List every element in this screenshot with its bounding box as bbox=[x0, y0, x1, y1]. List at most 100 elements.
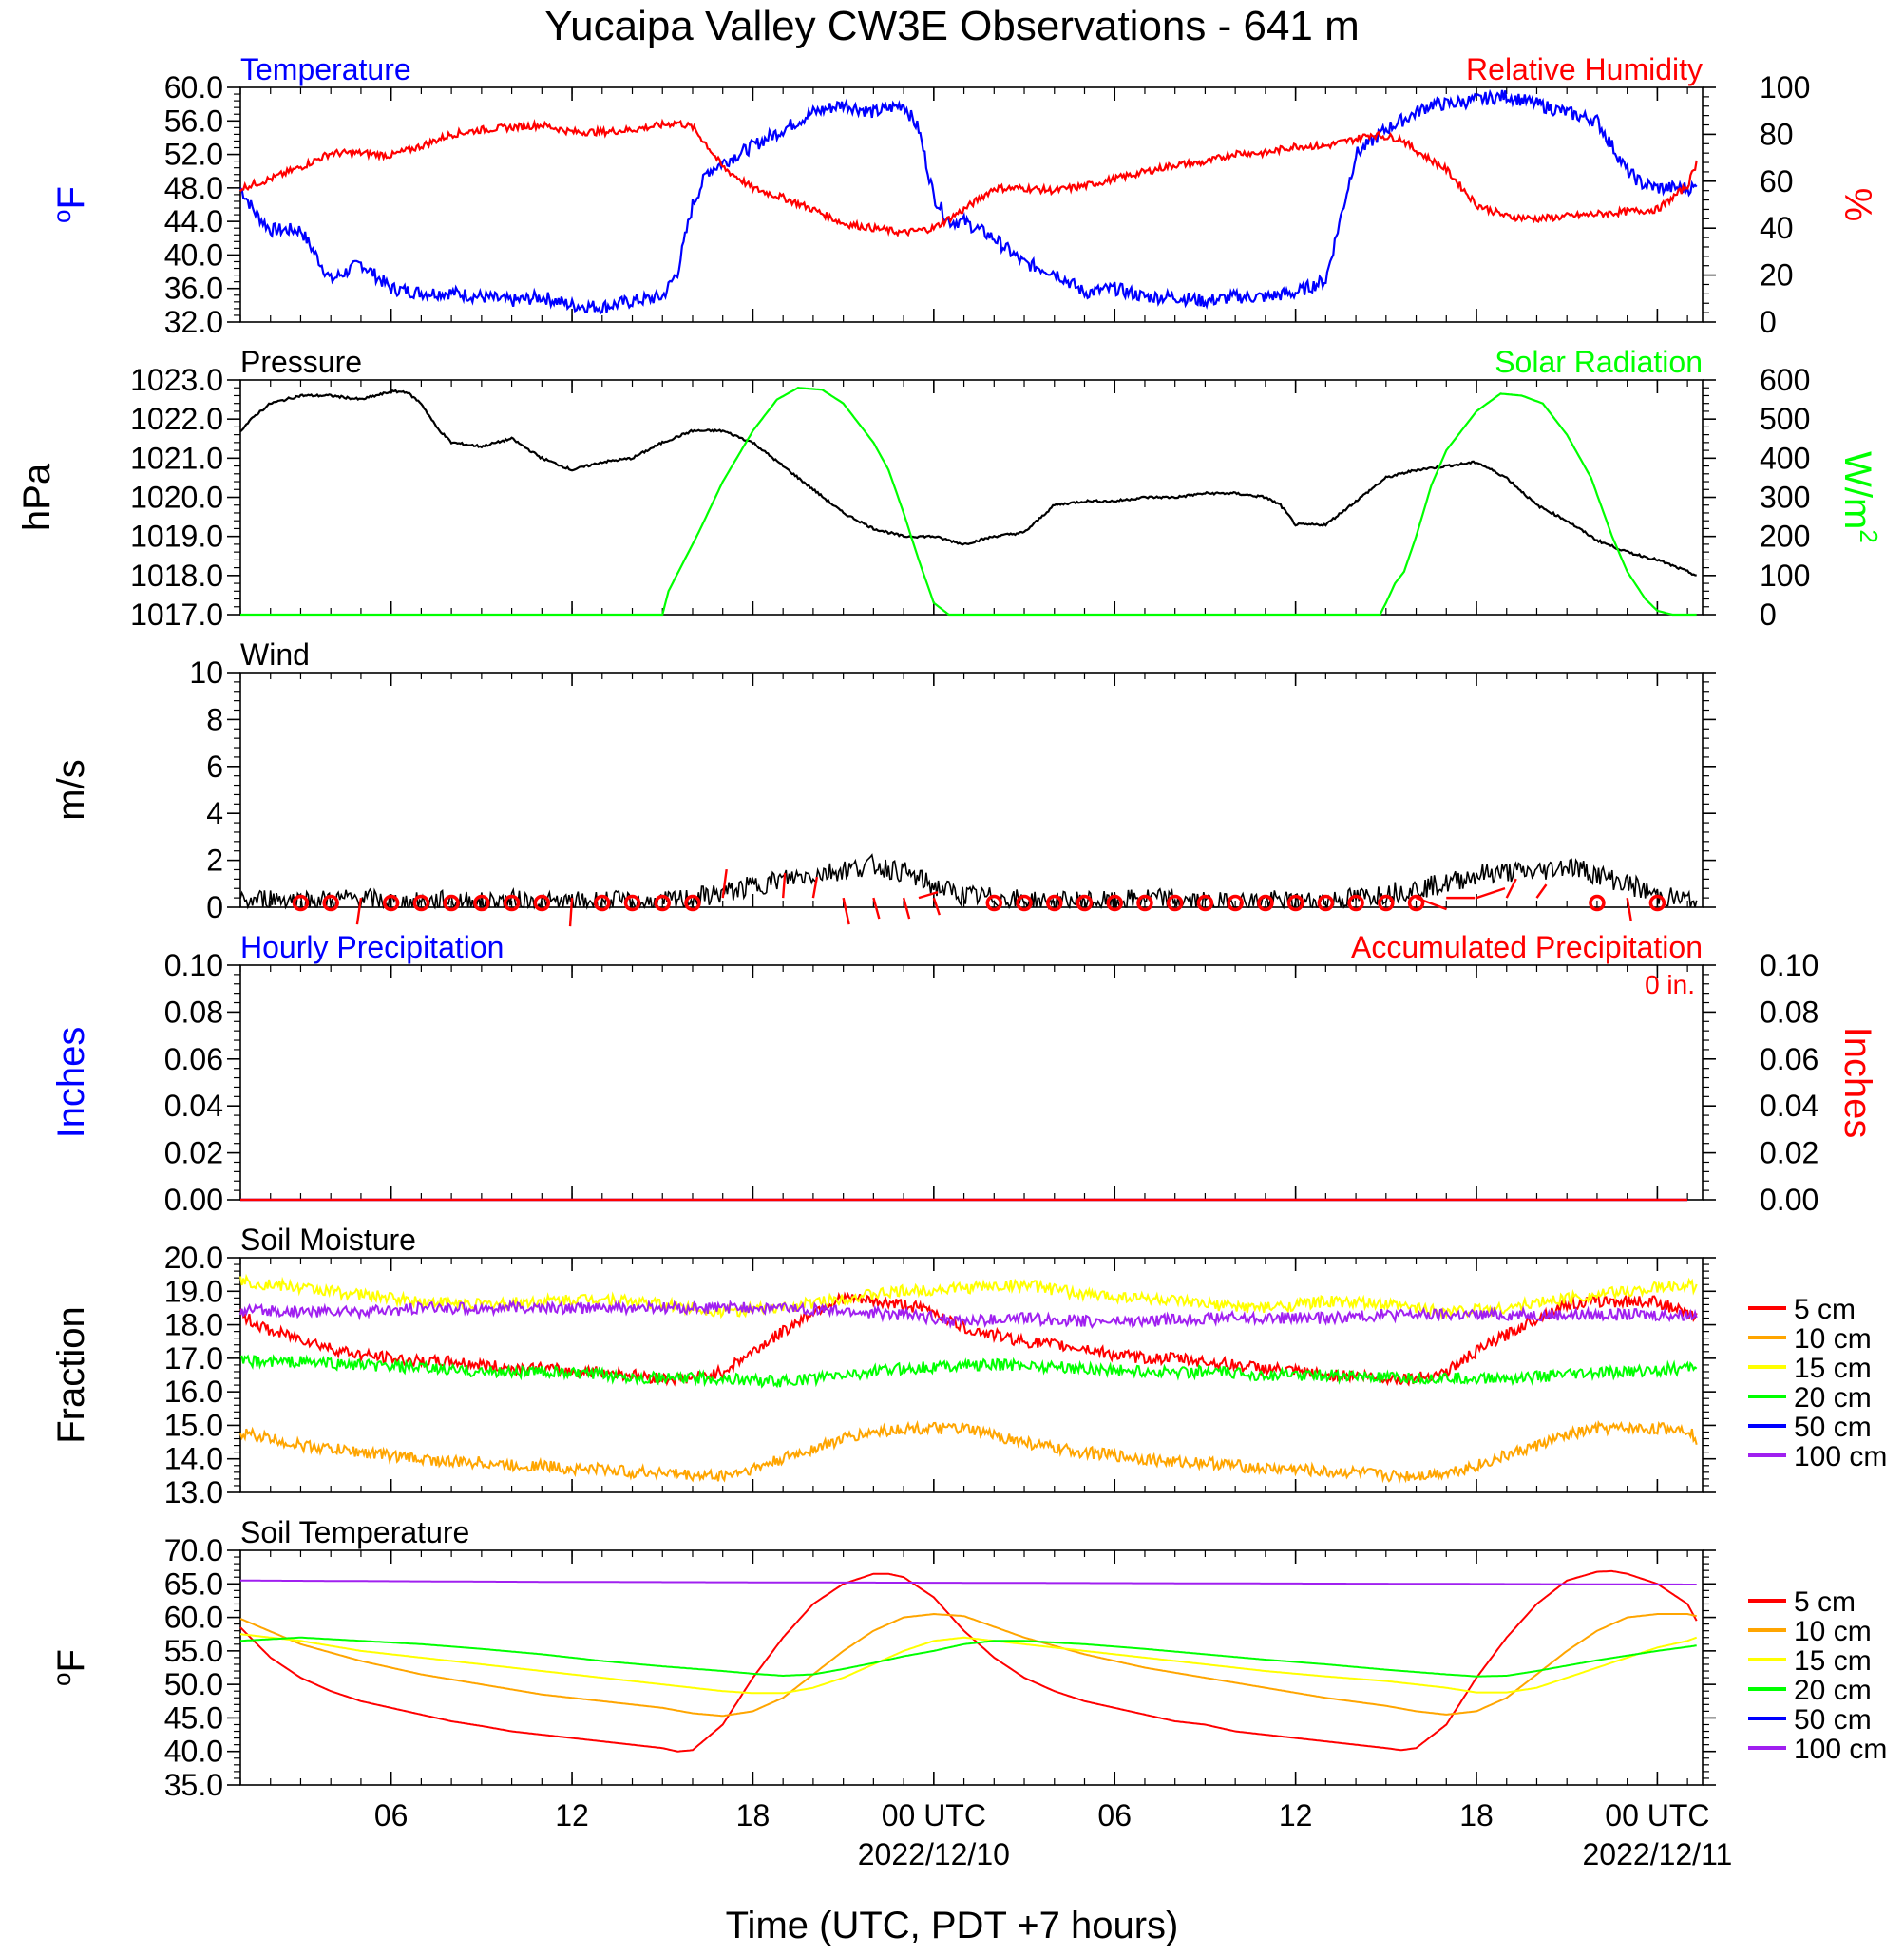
wind-barb bbox=[781, 873, 787, 899]
y-left-tick-label: 18.0 bbox=[164, 1308, 223, 1342]
y-left-tick-label: 1017.0 bbox=[130, 598, 223, 632]
panel-pressure_solar: 1017.0 1018.0 1019.0 1020.0 1021.0 1022.0 1023… bbox=[16, 345, 1883, 632]
y-left-tick-label: 0.04 bbox=[164, 1089, 223, 1123]
calm-wind-marker bbox=[1378, 894, 1395, 912]
y-left-tick-label: 10 bbox=[189, 655, 223, 690]
y-left-tick-label: 0 bbox=[206, 890, 223, 924]
x-tick-label: 12 bbox=[1279, 1798, 1313, 1832]
y-left-tick-label: 0.06 bbox=[164, 1042, 223, 1076]
y-left-tick-label: 16.0 bbox=[164, 1375, 223, 1409]
legend-label: 5 cm bbox=[1794, 1294, 1856, 1325]
panel-title-right: Accumulated Precipitation bbox=[1351, 930, 1703, 964]
y-right-label: Inches bbox=[1837, 1027, 1878, 1139]
calm-wind-marker bbox=[322, 894, 339, 912]
legend-label: 50 cm bbox=[1794, 1704, 1872, 1736]
y-left-tick-label: 1019.0 bbox=[130, 520, 223, 554]
y-right-tick-label: 500 bbox=[1760, 402, 1810, 436]
plot-frame bbox=[239, 379, 1704, 616]
y-left-label: oF bbox=[48, 186, 92, 223]
wind-barb bbox=[1416, 896, 1447, 911]
y-left-tick-label: 0.02 bbox=[164, 1136, 223, 1170]
wind-barb bbox=[1505, 878, 1517, 899]
calm-wind-marker bbox=[473, 894, 490, 912]
x-tick-label: 00 UTC bbox=[882, 1798, 986, 1832]
y-right-tick-label: 400 bbox=[1760, 441, 1810, 475]
x-tick-label: 06 bbox=[1097, 1798, 1132, 1832]
y-right-tick-label: 0.04 bbox=[1760, 1089, 1818, 1123]
y-left-tick-label: 13.0 bbox=[164, 1475, 223, 1509]
x-tick-label: 06 bbox=[374, 1798, 409, 1832]
y-left-label: Fraction bbox=[50, 1306, 92, 1444]
series-soil-10cm-line bbox=[239, 1419, 1698, 1484]
series-soil-15cm-line bbox=[239, 1633, 1698, 1695]
y-left-tick-label: 1018.0 bbox=[130, 559, 223, 593]
y-left-tick-label: 52.0 bbox=[164, 138, 223, 172]
calm-wind-marker bbox=[412, 894, 430, 912]
panel-precip: 0.00 0.02 0.04 0.06 0.08 0.10 0.00 0.02 0.04 0.06… bbox=[50, 930, 1878, 1217]
y-right-label: % bbox=[1837, 188, 1878, 222]
wind-barb bbox=[918, 890, 939, 900]
y-left-tick-label: 4 bbox=[206, 796, 223, 830]
degree-sign: o bbox=[48, 1672, 76, 1685]
calm-wind-marker bbox=[623, 894, 641, 912]
plot-frame bbox=[239, 964, 1704, 1201]
y-left-tick-label: 8 bbox=[206, 702, 223, 736]
y-left-label: hPa bbox=[16, 463, 58, 531]
y-left-tick-label: 20.0 bbox=[164, 1241, 223, 1275]
y-left-tick-label: 60.0 bbox=[164, 1601, 223, 1635]
y-left-label: Inches bbox=[50, 1027, 92, 1139]
y-right-tick-label: 0 bbox=[1760, 305, 1777, 339]
panel-title-left: Wind bbox=[240, 637, 310, 672]
y-right-tick-label: 0.02 bbox=[1760, 1136, 1818, 1170]
calm-wind-marker bbox=[1257, 894, 1274, 912]
y-right-tick-label: 300 bbox=[1760, 481, 1810, 515]
y-right-tick-label: 20 bbox=[1760, 258, 1794, 293]
x-tick-date-label: 2022/12/10 bbox=[858, 1837, 1010, 1871]
y-right-tick-label: 40 bbox=[1760, 211, 1794, 245]
y-left-tick-label: 36.0 bbox=[164, 272, 223, 306]
panel-title-right: Solar Radiation bbox=[1495, 345, 1703, 379]
panel-soil_moisture: 13.014.015.016.017.018.019.020.0 Soil Moi… bbox=[50, 1223, 1887, 1509]
legend-label: 100 cm bbox=[1794, 1734, 1887, 1765]
legend-label: 15 cm bbox=[1794, 1645, 1872, 1677]
y-left-tick-label: 40.0 bbox=[164, 1735, 223, 1769]
series-wind-line bbox=[239, 853, 1698, 910]
y-left-label: oF bbox=[48, 1649, 92, 1686]
y-right-label: W/m2 bbox=[1837, 451, 1883, 543]
wind-barb bbox=[811, 876, 819, 899]
unit-letter: F bbox=[50, 1649, 92, 1672]
wind-barb bbox=[1626, 897, 1632, 921]
y-left-tick-label: 1020.0 bbox=[130, 481, 223, 515]
calm-wind-marker bbox=[594, 894, 611, 912]
y-left-tick-label: 45.0 bbox=[164, 1700, 223, 1735]
series-pressure-line bbox=[239, 389, 1697, 577]
unit-w-per-m: W/m bbox=[1837, 451, 1878, 529]
y-left-tick-label: 35.0 bbox=[164, 1768, 223, 1802]
legend-label: 10 cm bbox=[1794, 1323, 1872, 1355]
y-right-tick-label: 0.08 bbox=[1760, 995, 1818, 1029]
plot-frame bbox=[239, 1257, 1704, 1493]
y-right-tick-label: 60 bbox=[1760, 164, 1794, 199]
x-tick-date-label: 2022/12/11 bbox=[1583, 1837, 1733, 1871]
legend-label: 20 cm bbox=[1794, 1675, 1872, 1706]
y-left-tick-label: 60.0 bbox=[164, 70, 223, 104]
x-tick-label: 18 bbox=[736, 1798, 771, 1832]
plot-frame bbox=[239, 672, 1704, 908]
panel-title-left: Soil Moisture bbox=[240, 1223, 416, 1257]
y-left-tick-label: 2 bbox=[206, 844, 223, 878]
y-left-tick-label: 17.0 bbox=[164, 1341, 223, 1376]
legend-label: 5 cm bbox=[1794, 1586, 1856, 1618]
x-tick-label: 00 UTC bbox=[1605, 1798, 1709, 1832]
panel-title-left: Soil Temperature bbox=[240, 1515, 469, 1549]
y-left-tick-label: 55.0 bbox=[164, 1634, 223, 1668]
plot-frame bbox=[239, 86, 1704, 323]
y-right-tick-label: 200 bbox=[1760, 520, 1810, 554]
y-left-tick-label: 14.0 bbox=[164, 1442, 223, 1476]
y-left-tick-label: 32.0 bbox=[164, 305, 223, 339]
calm-wind-marker bbox=[654, 894, 671, 912]
wind-barb bbox=[1476, 886, 1506, 900]
degree-sign: o bbox=[48, 209, 76, 222]
calm-wind-marker bbox=[684, 894, 701, 912]
calm-wind-marker bbox=[1286, 894, 1304, 912]
calm-wind-marker bbox=[1407, 894, 1425, 912]
